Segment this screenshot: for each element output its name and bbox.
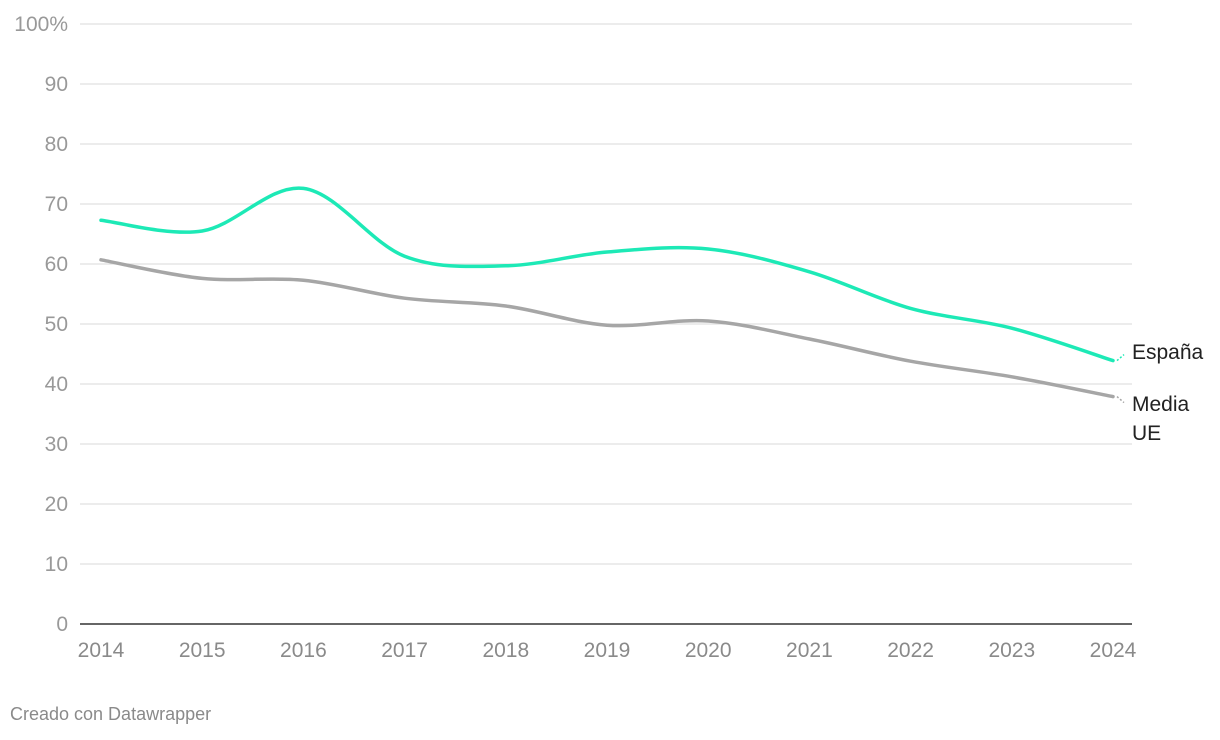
label-connector [1116,354,1125,362]
y-tick-label: 100% [14,13,68,36]
y-tick-label: 10 [45,553,68,576]
y-tick-label: 30 [45,433,68,456]
series-labels: España Media UE [1116,341,1204,445]
series-lines [99,186,1115,399]
x-tick-label: 2019 [584,639,631,662]
x-tick-label: 2024 [1090,639,1137,662]
y-tick-label: 90 [45,73,68,96]
x-tick-label: 2020 [685,639,732,662]
x-tick-label: 2017 [381,639,428,662]
y-tick-label: 40 [45,373,68,396]
line-chart: 0 10 20 30 40 50 60 70 80 90 100% 2014 2015 2016 2017… [14,13,1204,662]
y-tick-label: 60 [45,253,68,276]
y-tick-label: 20 [45,493,68,516]
x-tick-label: 2016 [280,639,327,662]
series-label-media-ue: Media UE [1132,393,1190,445]
x-tick-label: 2015 [179,639,226,662]
footer-credit: Creado con Datawrapper [10,704,212,724]
y-tick-label: 0 [56,613,68,636]
y-tick-label: 70 [45,193,68,216]
y-tick-label: 50 [45,313,68,336]
x-tick-label: 2021 [786,639,833,662]
series-label-espana: España [1132,341,1204,364]
x-tick-label: 2023 [988,639,1035,662]
x-tick-label: 2022 [887,639,934,662]
y-axis-ticks: 0 10 20 30 40 50 60 70 80 90 100% [14,13,68,636]
x-tick-label: 2014 [78,639,125,662]
label-connector [1116,396,1125,404]
gridlines [80,23,1132,565]
y-tick-label: 80 [45,133,68,156]
x-axis-ticks: 2014 2015 2016 2017 2018 2019 2020 2021 2022 2023… [78,639,1137,662]
series-line-espana [99,186,1115,363]
x-tick-label: 2018 [482,639,529,662]
series-line-media-ue [99,258,1115,399]
